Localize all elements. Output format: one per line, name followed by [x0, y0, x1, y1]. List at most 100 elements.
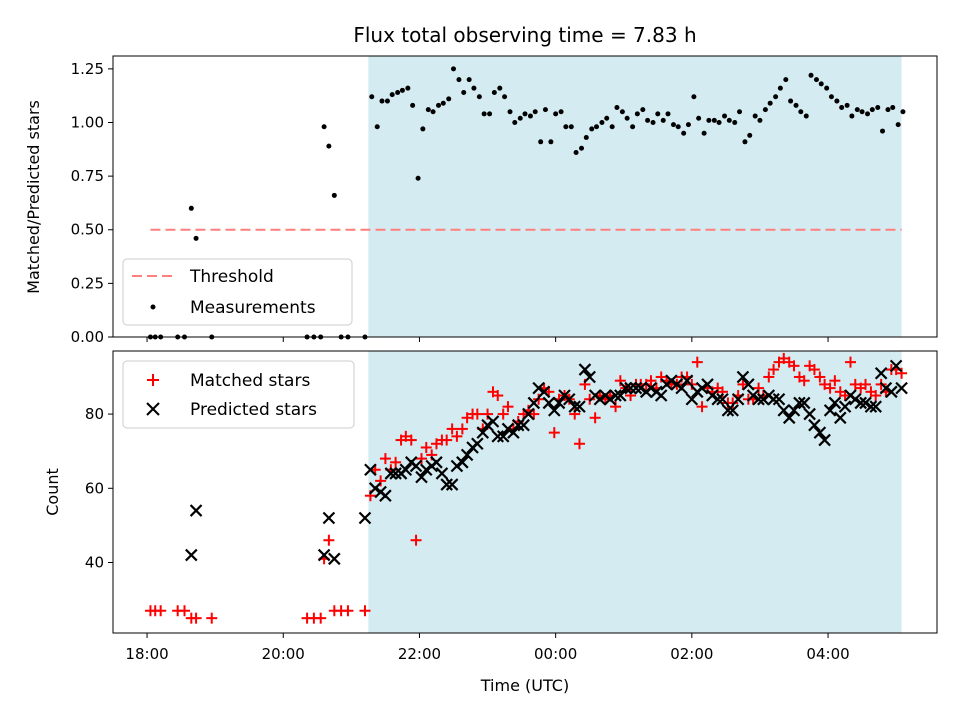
- matched-star-point: [446, 423, 458, 435]
- matched-star-point: [753, 382, 765, 394]
- predicted-star-point: [456, 456, 469, 469]
- predicted-star-point: [522, 407, 535, 421]
- predicted-star-point: [399, 463, 413, 477]
- predicted-star-point: [746, 389, 760, 402]
- predicted-star-point: [583, 370, 596, 384]
- measurement-point: [696, 115, 702, 121]
- measurement-point: [410, 102, 416, 108]
- measurement-point: [685, 122, 691, 128]
- ratio-y-tick-label: 0.00: [71, 328, 104, 346]
- predicted-star-point: [808, 418, 821, 432]
- matched-star-point: [179, 605, 191, 617]
- predicted-star-point: [864, 400, 878, 413]
- measurement-point: [808, 72, 814, 78]
- predicted-star-point: [757, 392, 770, 406]
- matched-star-point: [808, 364, 820, 376]
- predicted-star-point: [716, 392, 729, 406]
- matched-star-point: [482, 408, 494, 420]
- predicted-star-point: [849, 392, 862, 406]
- measurement-point: [849, 113, 855, 119]
- predicted-star-point: [711, 392, 724, 406]
- measurement-point: [752, 113, 758, 119]
- matched-star-point: [528, 408, 540, 420]
- predicted-star-point: [885, 385, 898, 399]
- predicted-star-point: [797, 396, 811, 410]
- predicted-star-point: [834, 411, 847, 425]
- predicted-star-point: [537, 385, 551, 399]
- predicted-star-point: [481, 418, 494, 432]
- measurement-point: [890, 104, 896, 110]
- measurement-point: [415, 175, 421, 181]
- matched-star-point: [375, 475, 387, 487]
- count-x-tick-label: 02:00: [670, 645, 713, 663]
- measurement-point: [691, 94, 697, 100]
- matched-star-point: [206, 612, 218, 624]
- predicted-star-point: [593, 392, 607, 406]
- measurement-point: [487, 111, 493, 117]
- matched-star-point: [379, 453, 391, 465]
- measurement-point: [466, 77, 472, 83]
- predicted-star-point: [818, 433, 831, 447]
- legend-measurements-label: Measurements: [190, 298, 316, 318]
- predicted-star-point: [624, 381, 637, 395]
- matched-star-point: [845, 356, 857, 368]
- measurement-point: [188, 205, 194, 211]
- measurement-point: [450, 66, 456, 72]
- measurement-point: [548, 139, 554, 145]
- measurement-point: [609, 124, 615, 130]
- measurement-point: [512, 119, 518, 125]
- measurement-point: [681, 130, 687, 136]
- measurement-point: [732, 119, 738, 125]
- measurement-point: [517, 115, 523, 121]
- matched-star-point: [451, 430, 463, 442]
- measurement-point: [839, 104, 845, 110]
- matched-star-point: [342, 605, 354, 617]
- matched-star-point: [737, 378, 749, 390]
- count-x-tick-label: 18:00: [125, 645, 168, 663]
- predicted-star-point: [680, 374, 694, 387]
- predicted-star-point: [379, 489, 392, 502]
- ratio-y-tick-label: 1.25: [71, 60, 104, 78]
- measurement-point: [395, 89, 401, 95]
- predicted-star-point: [460, 448, 474, 462]
- predicted-star-point: [609, 389, 622, 402]
- measurement-point: [828, 94, 834, 100]
- predicted-star-point: [501, 422, 515, 436]
- predicted-star-point: [384, 467, 398, 480]
- count-legend: Matched stars Predicted stars: [122, 360, 355, 429]
- measurement-point: [497, 85, 503, 91]
- predicted-star-point: [542, 396, 556, 410]
- predicted-star-point: [634, 381, 648, 395]
- measurement-point: [614, 104, 620, 110]
- measurement-point: [813, 77, 819, 83]
- predicted-star-point: [532, 381, 545, 395]
- predicted-star-point: [854, 396, 868, 410]
- measurement-point: [599, 119, 605, 125]
- measurement-point: [558, 109, 564, 115]
- predicted-star-point: [435, 467, 449, 480]
- predicted-stars-points: [185, 359, 908, 566]
- predicted-star-point: [511, 418, 525, 432]
- measurement-point: [456, 77, 462, 83]
- legend-measurements-swatch: [150, 304, 156, 310]
- ratio-y-tick-label: 1.00: [71, 113, 104, 131]
- matched-star-point: [420, 441, 432, 453]
- ratio-panel-frame: [112, 55, 938, 338]
- predicted-star-point: [317, 548, 331, 562]
- ratio-y-tick-label: 0.75: [71, 167, 104, 185]
- predicted-star-point: [793, 396, 806, 410]
- predicted-star-point: [364, 463, 377, 477]
- matched-star-point: [315, 612, 327, 624]
- ratio-panel: 0.00 0.25 0.50 0.75 1.00 1.25 Matched/Predict…: [24, 55, 938, 346]
- predicted-star-point: [368, 482, 382, 495]
- predicted-star-point: [562, 392, 576, 406]
- predicted-star-point: [859, 396, 872, 410]
- matched-star-point: [359, 605, 371, 617]
- count-y-label: Count: [43, 468, 62, 516]
- measurement-point: [619, 109, 625, 115]
- predicted-star-point: [665, 374, 678, 387]
- predicted-star-point: [731, 392, 745, 406]
- ratio-x-ticks: [146, 337, 829, 342]
- matched-star-point: [155, 605, 167, 617]
- matched-star-point: [584, 393, 596, 405]
